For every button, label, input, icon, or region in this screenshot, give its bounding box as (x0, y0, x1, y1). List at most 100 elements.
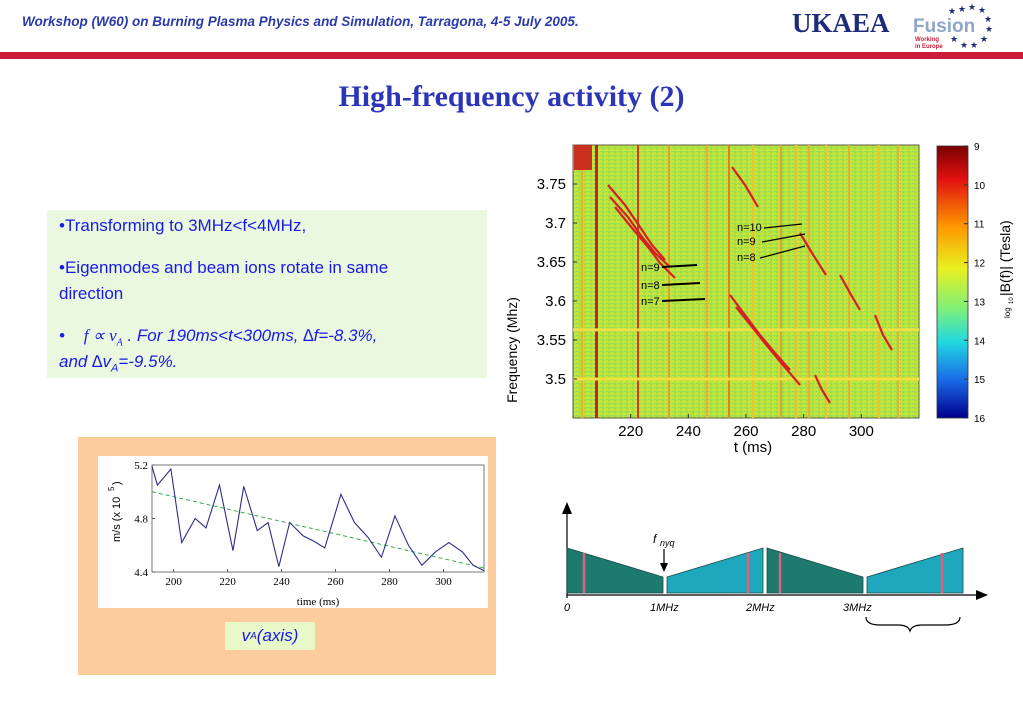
bullet-1: •Transforming to 3MHz<f<4MHz, (59, 216, 307, 235)
band-2-3mhz (766, 547, 864, 594)
vertical-band (795, 145, 797, 418)
svg-text:★: ★ (970, 40, 978, 50)
y-tick-label: 3.65 (537, 254, 566, 271)
formula: f ∝ vA (83, 326, 123, 349)
fnyq-marker: f nyq (653, 532, 675, 572)
bullet-3-line2: and ∆vA=-9.5%. (59, 352, 178, 375)
workshop-title: Workshop (W60) on Burning Plasma Physics… (22, 14, 579, 29)
svg-text:log: log (1003, 307, 1012, 318)
vel-x-tick-label: 260 (327, 576, 344, 588)
colorbar-tick-label: 9 (974, 142, 980, 153)
svg-text:m/s (x 10: m/s (x 10 (111, 497, 123, 542)
spectrogram-mode-traces (607, 166, 893, 404)
diagram-y-arrow (562, 502, 572, 514)
ukaea-logo: UKAEA Fusion Working in Europe ★ ★ ★★ ★★ … (792, 2, 993, 50)
vel-y-tick-label: 4.4 (134, 567, 148, 579)
vertical-band (848, 145, 850, 418)
svg-text:): ) (111, 481, 123, 485)
svg-text:★: ★ (958, 4, 966, 14)
x-tick-label: 280 (791, 423, 816, 440)
svg-text:nyq: nyq (660, 538, 675, 548)
alfven-velocity-chart: 200 220 240 260 280 300 5.2 4.8 4.4 time (ms) m… (98, 456, 488, 608)
spectrogram-chart: 220 240 260 280 300 3.75 3.7 3.65 3.6 3.55 3.5 t … (504, 142, 1015, 456)
band-1-2mhz (666, 547, 764, 594)
logo-ukaea-text: UKAEA (792, 8, 890, 38)
mode-trace (614, 206, 676, 279)
vertical-band (668, 145, 670, 418)
colorbar-tick-label: 15 (974, 375, 986, 386)
svg-text:★: ★ (978, 5, 986, 15)
band-3-4mhz (866, 547, 964, 594)
svg-text:★: ★ (985, 24, 993, 34)
y-tick-label: 3.7 (545, 215, 566, 232)
band-0-1mhz (566, 547, 664, 594)
x-tick-label: 220 (618, 423, 643, 440)
velocity-series-line (151, 466, 485, 572)
x-tick-label: 260 (733, 423, 758, 440)
annot-right-n8: n=8 (737, 252, 756, 264)
mode-trace (729, 294, 791, 371)
velocity-xlabel: time (ms) (297, 596, 340, 608)
y-tick-label: 3.75 (537, 176, 566, 193)
vertical-band (780, 145, 782, 418)
vel-x-tick-label: 300 (435, 576, 452, 588)
spectrogram-y-ticks: 3.75 3.7 3.65 3.6 3.55 3.5 (537, 176, 577, 388)
mode-trace (607, 184, 666, 261)
vel-x-tick-label: 200 (165, 576, 182, 588)
colorbar-ticks: 9 10 11 12 13 14 15 16 (964, 142, 986, 425)
vel-y-tick-label: 5.2 (134, 460, 148, 472)
annot-right-n10: n=10 (737, 222, 762, 234)
spectrogram-horizontal-bands (573, 328, 919, 381)
colorbar (936, 145, 969, 419)
annot-left-n7: n=7 (641, 296, 660, 308)
spectrogram-plot-area (572, 144, 920, 419)
range-brace (865, 616, 961, 633)
velocity-ylabel: m/s (x 10 5 ) (107, 481, 123, 542)
frequency-aliasing-diagram: 0 1MHz 2MHz 3MHz f nyq (562, 502, 988, 633)
vel-x-tick-label: 240 (273, 576, 290, 588)
vertical-band (897, 145, 899, 418)
velocity-trend-line (151, 491, 485, 569)
svg-text:★: ★ (948, 6, 956, 16)
header-divider (0, 52, 1023, 59)
corner-burst (574, 145, 592, 170)
svg-text:★: ★ (968, 2, 976, 12)
bullet-3-marker: • (59, 326, 65, 345)
colorbar-tick-label: 10 (974, 181, 986, 192)
colorbar-tick-label: 12 (974, 259, 986, 270)
spectrogram-x-ticks: 220 240 260 280 300 (618, 414, 874, 440)
mode-trace (839, 274, 861, 311)
svg-text:10: 10 (1009, 297, 1015, 304)
svg-text:★: ★ (984, 14, 992, 24)
vel-y-tick-label: 4.8 (134, 514, 148, 526)
colorbar-tick-label: 16 (974, 414, 986, 425)
bullet-2-line2: direction (59, 284, 124, 303)
svg-text:|B(f)| (Tesla): |B(f)| (Tesla) (997, 220, 1013, 296)
bullet-3-text: . For 190ms<t<300ms, ∆f=-8.3%, (127, 326, 378, 345)
colorbar-tick-label: 13 (974, 297, 986, 308)
vertical-band (637, 145, 639, 418)
velocity-x-ticks: 200 220 240 260 280 300 (165, 569, 452, 588)
vertical-band (825, 145, 827, 418)
spectrogram-ylabel: Frequency (Mhz) (504, 297, 520, 403)
vertical-band (752, 145, 754, 418)
vertical-band (706, 145, 708, 418)
logo-stars: ★ ★ ★★ ★★ ★★ ★★ (948, 2, 993, 50)
diagram-x-arrow (976, 590, 988, 600)
mode-trace (814, 374, 831, 404)
vertical-band (878, 145, 880, 418)
slide-title: High-frequency activity (2) (338, 80, 685, 113)
horizontal-band (573, 328, 919, 332)
annot-right-n9: n=9 (737, 236, 756, 248)
colorbar-tick-label: 14 (974, 336, 986, 347)
logo-sub1: Working (915, 37, 939, 43)
annotations-left: n=9 n=8 n=7 (641, 262, 706, 308)
vertical-band (728, 145, 730, 418)
mode-trace (873, 314, 893, 351)
vel-x-tick-label: 220 (219, 576, 236, 588)
spectrogram-vertical-bands (574, 145, 899, 418)
mode-trace (609, 196, 671, 268)
svg-text:5: 5 (107, 486, 116, 491)
x-tick-label: 300 (849, 423, 874, 440)
velocity-y-ticks: 5.2 4.8 4.4 (134, 460, 155, 579)
